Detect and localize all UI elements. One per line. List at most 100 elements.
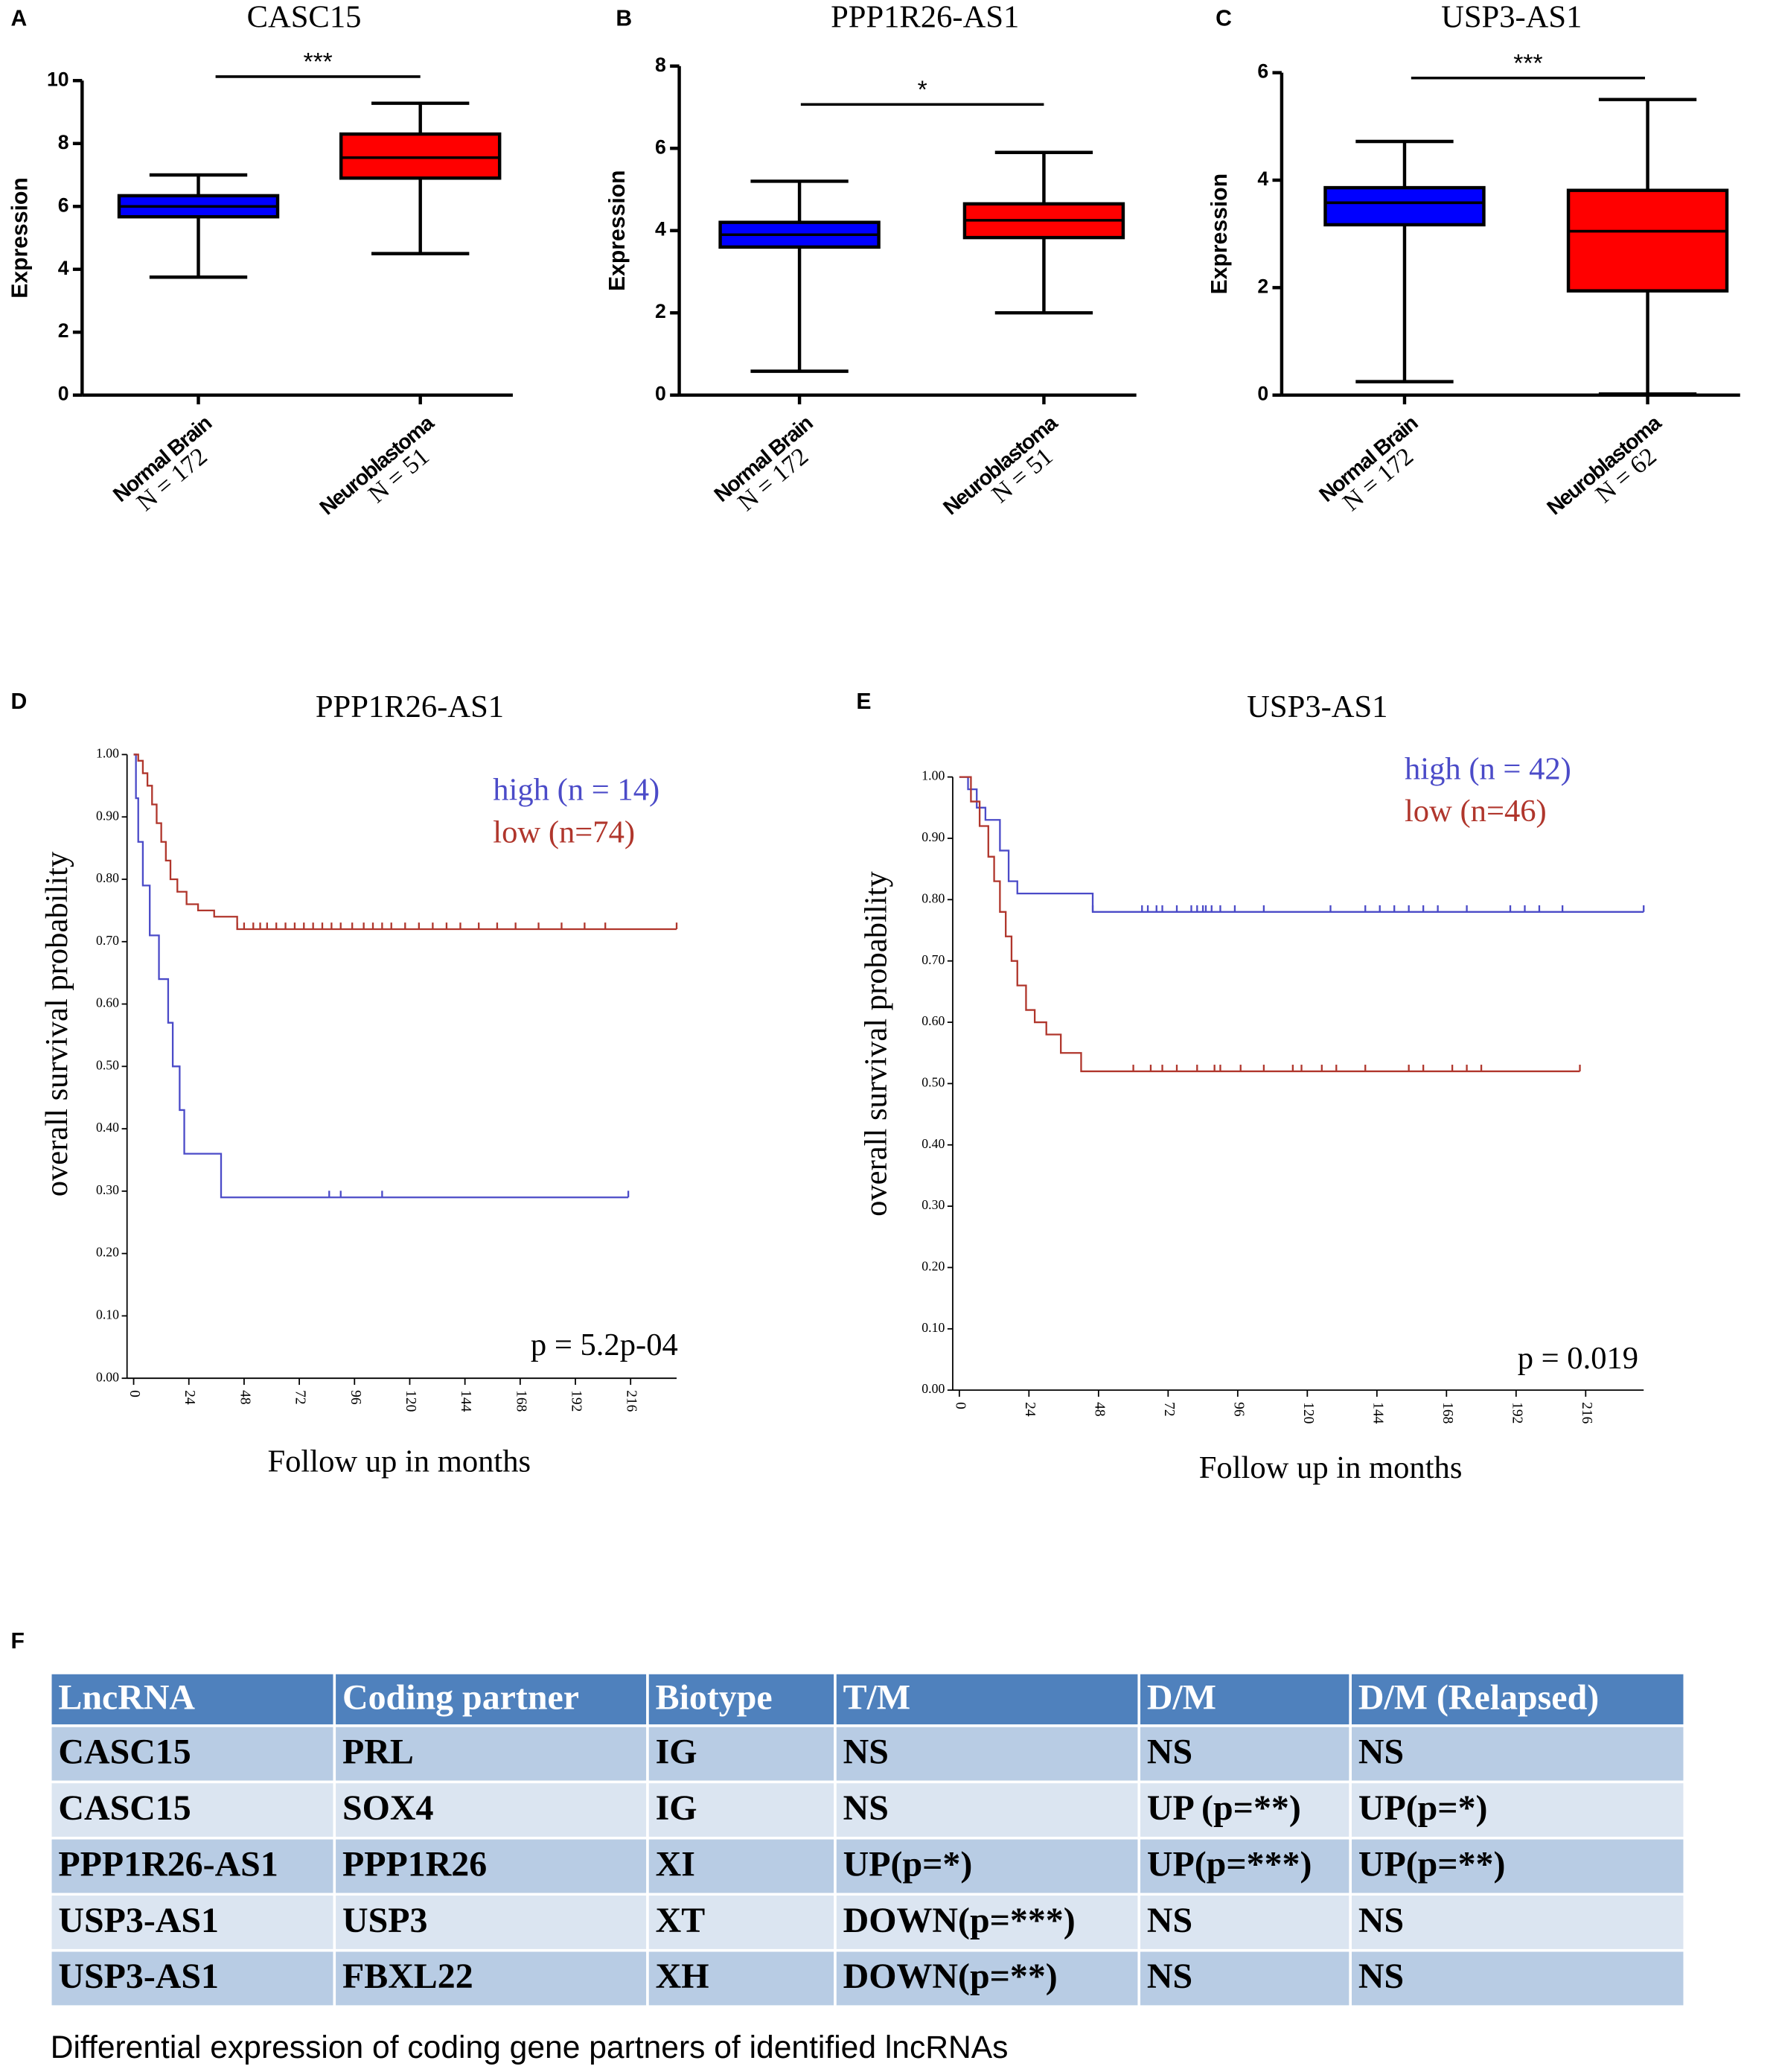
table-cell — [1349, 1724, 1687, 1784]
y-tick-label: 0.70 — [921, 952, 945, 967]
y-tick-label: 0.00 — [96, 1369, 119, 1384]
y-tick-label: 0.20 — [921, 1259, 945, 1274]
chart-title: PPP1R26-AS1 — [316, 689, 504, 724]
significance: *** — [303, 48, 332, 76]
y-tick-label: 0.90 — [921, 829, 945, 844]
cell-text: USP3-AS1 — [58, 1957, 219, 1996]
x-tick-label: 120 — [403, 1390, 418, 1412]
header-cell — [48, 1671, 336, 1727]
x-tick-label: 120 — [1300, 1402, 1316, 1424]
x-tick-label: 144 — [1370, 1402, 1385, 1424]
y-tick-label: 0.60 — [96, 995, 119, 1010]
y-tick-label: 0.90 — [96, 808, 119, 823]
cell-text: FBXL22 — [342, 1957, 473, 1996]
y-axis-label: overall survival probability — [39, 851, 74, 1196]
header-text: LncRNA — [58, 1677, 195, 1717]
survival-curve — [133, 753, 629, 1199]
y-tick-label: 4 — [58, 257, 69, 279]
table-cell — [646, 1893, 837, 1952]
table-cell — [834, 1893, 1141, 1952]
y-tick-label: 0.10 — [921, 1320, 945, 1335]
x-tick-label: 0 — [127, 1390, 142, 1397]
cell-text: CASC15 — [58, 1732, 191, 1771]
y-tick-label: 6 — [58, 194, 69, 216]
header-cell — [1137, 1671, 1352, 1727]
annotation: p = 0.019 — [1518, 1341, 1638, 1376]
header-text: D/M — [1147, 1677, 1216, 1717]
survival-curve — [959, 776, 1580, 1073]
x-tick-label: 96 — [348, 1390, 363, 1405]
x-tick-label: 72 — [1161, 1402, 1177, 1417]
y-tick-label: 0.00 — [921, 1381, 945, 1396]
y-tick-label: 4 — [655, 218, 666, 240]
y-axis-label: Expression — [605, 170, 630, 291]
box — [1323, 185, 1486, 227]
table-cell — [333, 1780, 649, 1840]
x-tick-label: 216 — [624, 1390, 639, 1412]
table-cell — [333, 1837, 649, 1896]
header-text: Biotype — [656, 1677, 773, 1717]
x-tick-label: 72 — [293, 1390, 308, 1405]
y-tick-label: 6 — [1257, 60, 1268, 83]
cell-text: IG — [656, 1732, 697, 1771]
x-tick-label: 24 — [182, 1390, 197, 1405]
cell-text: UP(p=*) — [843, 1844, 973, 1884]
cell-text: SOX4 — [342, 1788, 434, 1828]
cell-text: NS — [1358, 1957, 1404, 1996]
table-cell — [1137, 1780, 1352, 1840]
x-tick-label: 96 — [1230, 1402, 1246, 1417]
table-cell — [646, 1780, 837, 1840]
y-tick-label: 0.80 — [921, 890, 945, 905]
cell-text: PRL — [342, 1732, 414, 1771]
box — [1566, 188, 1729, 293]
x-axis-label: Follow up in months — [267, 1444, 531, 1479]
table-cell — [1137, 1893, 1352, 1952]
chart-title: CASC15 — [247, 0, 362, 34]
header-cell — [1349, 1671, 1687, 1727]
y-tick-label: 0.30 — [921, 1197, 945, 1212]
y-tick-label: 6 — [655, 136, 666, 158]
cell-text: XI — [656, 1844, 695, 1884]
y-tick-label: 1.00 — [96, 746, 119, 761]
cell-text: NS — [1358, 1901, 1404, 1940]
panel-label: A — [10, 7, 27, 31]
cell-text: IG — [656, 1788, 697, 1828]
x-tick-label: 0 — [952, 1402, 968, 1409]
panel-label: B — [616, 7, 632, 31]
y-tick-label: 0.30 — [96, 1182, 119, 1197]
significance: * — [918, 75, 927, 103]
y-tick-label: 10 — [47, 68, 69, 90]
legend-entry: low (n=46) — [1405, 794, 1547, 829]
y-tick-label: 2 — [655, 300, 666, 322]
cell-text: NS — [843, 1788, 889, 1828]
legend-entry: low (n=74) — [493, 815, 635, 850]
y-tick-label: 2 — [58, 319, 69, 342]
legend-entry: high (n = 14) — [493, 773, 659, 808]
y-tick-label: 1.00 — [921, 768, 945, 783]
table-cell — [333, 1948, 649, 2008]
x-tick-label: 168 — [1440, 1402, 1455, 1424]
y-tick-label: 0.50 — [96, 1057, 119, 1072]
table-cell — [48, 1724, 336, 1784]
y-axis-label: Expression — [1207, 173, 1232, 295]
cell-text: UP(p=**) — [1358, 1844, 1506, 1884]
survival-curve — [133, 753, 677, 931]
panel-label: D — [10, 689, 27, 714]
cell-text: UP(p=*) — [1358, 1788, 1488, 1828]
survival-curve — [959, 776, 1644, 913]
cell-text: NS — [843, 1732, 889, 1771]
table-cell — [834, 1780, 1141, 1840]
cell-text: USP3 — [342, 1901, 427, 1940]
cell-text: DOWN(p=***) — [843, 1901, 1076, 1940]
cell-text: UP (p=**) — [1147, 1788, 1301, 1828]
y-tick-label: 0.80 — [96, 870, 119, 885]
panel-label: C — [1216, 7, 1232, 31]
y-axis-label: Expression — [8, 177, 33, 299]
x-tick-label: 168 — [513, 1390, 528, 1412]
table-cell — [1349, 1948, 1687, 2008]
cell-text: NS — [1147, 1901, 1192, 1940]
y-tick-label: 0.50 — [921, 1074, 945, 1089]
y-tick-label: 0.40 — [96, 1120, 119, 1135]
table-cell — [1137, 1837, 1352, 1896]
